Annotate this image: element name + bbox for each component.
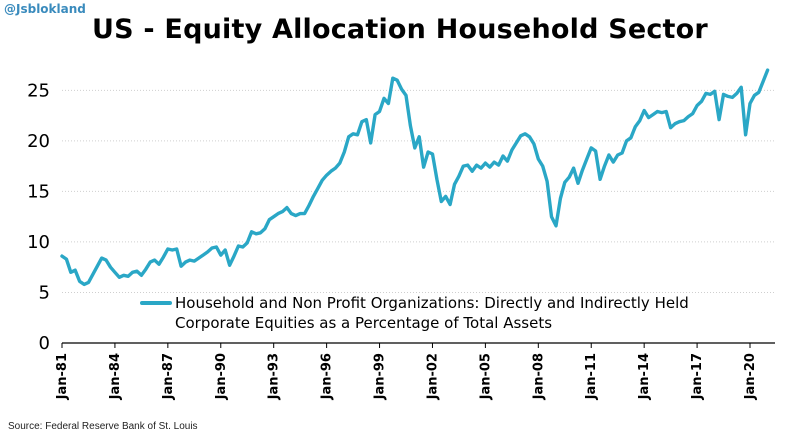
x-tick-label: Jan-96: [320, 353, 335, 400]
x-tick-label: Jan-90: [214, 353, 229, 400]
author-handle: @Jsblokland: [4, 2, 86, 16]
x-tick-label: Jan-20: [743, 353, 758, 400]
x-tick-label: Jan-87: [161, 353, 176, 400]
x-tick-label: Jan-14: [637, 353, 652, 400]
y-tick-label: 10: [27, 232, 50, 253]
x-tick-label: Jan-93: [267, 353, 282, 400]
x-tick-label: Jan-99: [373, 353, 388, 400]
y-tick-label: 15: [27, 181, 50, 202]
x-tick-label: Jan-08: [531, 353, 546, 400]
legend: Household and Non Profit Organizations: …: [140, 294, 689, 332]
y-tick-label: 0: [39, 333, 50, 354]
legend-label-line-1: Household and Non Profit Organizations: …: [175, 294, 689, 312]
x-tick-label: Jan-05: [478, 353, 493, 400]
source-note: Source: Federal Reserve Bank of St. Loui…: [8, 421, 198, 432]
axes: 0 5 10 15 20 25 Jan-81 Jan-84 Jan-87 Jan-90 Jan-93…: [27, 80, 775, 400]
gridlines: [62, 89, 775, 293]
x-tick-label: Jan-84: [108, 353, 123, 400]
legend-label-line-2: Corporate Equities as a Percentage of To…: [175, 314, 552, 332]
y-tick-label: 20: [27, 131, 50, 152]
y-tick-label: 25: [27, 80, 50, 101]
x-tick-label: Jan-81: [55, 353, 70, 400]
series: [60, 68, 770, 287]
y-tick-label: 5: [39, 282, 50, 303]
x-tick-label: Jan-02: [425, 353, 440, 400]
x-tick-label: Jan-11: [584, 353, 599, 400]
series-line-0: [60, 68, 770, 287]
x-tick-label: Jan-17: [690, 353, 705, 400]
chart-title: US - Equity Allocation Household Sector: [92, 14, 708, 45]
